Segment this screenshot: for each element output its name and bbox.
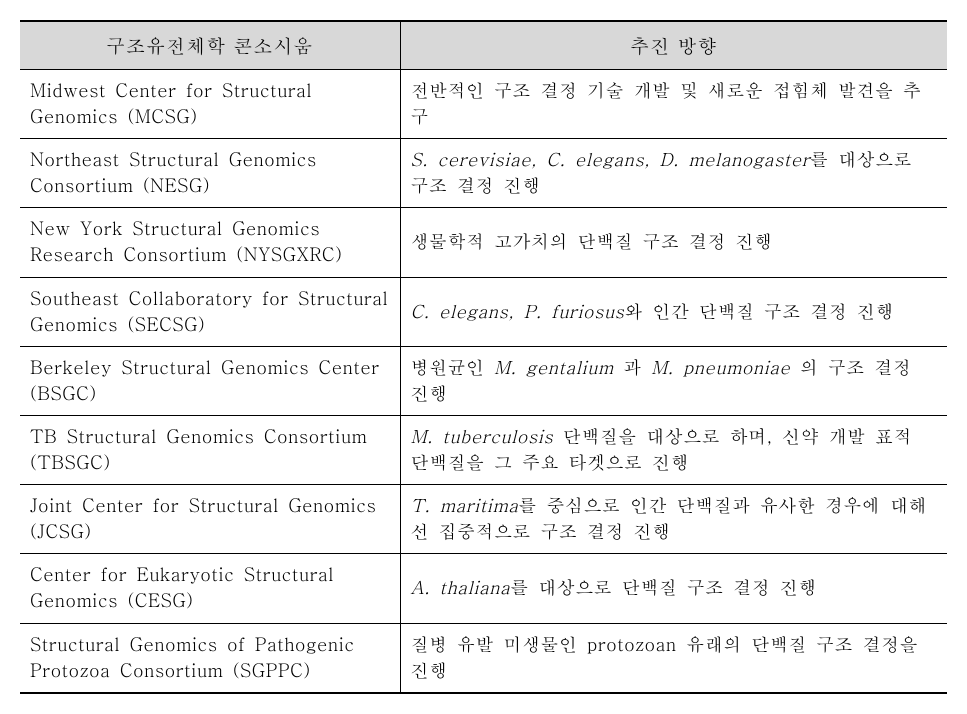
italic-text: C. elegans, P. furiosus xyxy=(411,299,625,324)
cell-consortium: Structural Genomics of Pathogenic Protoz… xyxy=(20,623,400,693)
cell-direction: S. cerevisiae, C. elegans, D. melanogast… xyxy=(400,139,947,208)
italic-text: T. maritima xyxy=(411,493,519,518)
cell-consortium: Midwest Center for Structural Genomics (… xyxy=(20,70,400,139)
plain-text: 과 xyxy=(614,355,652,380)
cell-direction: M. tuberculosis 단백질을 대상으로 하며, 신약 개발 표적 단… xyxy=(400,415,947,484)
cell-consortium: Berkeley Structural Genomics Center (BSG… xyxy=(20,346,400,415)
consortium-table: 구조유전체학 콘소시움 추진 방향 Midwest Center for Str… xyxy=(20,20,947,694)
italic-text: M. tuberculosis xyxy=(411,424,554,449)
table-row: Joint Center for Structural Genomics (JC… xyxy=(20,485,947,554)
plain-text: 질병 유발 미생물인 protozoan 유래의 단백질 구조 결정을 진행 xyxy=(411,632,919,683)
plain-text: 생물학적 고가치의 단백질 구조 결정 진행 xyxy=(411,229,773,254)
table-row: Structural Genomics of Pathogenic Protoz… xyxy=(20,623,947,693)
cell-direction: 질병 유발 미생물인 protozoan 유래의 단백질 구조 결정을 진행 xyxy=(400,623,947,693)
table-row: Northeast Structural Genomics Consortium… xyxy=(20,139,947,208)
plain-text: 를 대상으로 단백질 구조 결정 진행 xyxy=(510,575,816,600)
italic-text: A. thaliana xyxy=(411,575,511,600)
cell-consortium: New York Structural Genomics Research Co… xyxy=(20,208,400,277)
header-row: 구조유전체학 콘소시움 추진 방향 xyxy=(20,21,947,70)
plain-text: 와 인간 단백질 구조 결정 진행 xyxy=(624,299,893,324)
plain-text: 전반적인 구조 결정 기술 개발 및 새로운 접힘체 발견을 추구 xyxy=(411,78,922,129)
cell-direction: 전반적인 구조 결정 기술 개발 및 새로운 접힘체 발견을 추구 xyxy=(400,70,947,139)
cell-consortium: Northeast Structural Genomics Consortium… xyxy=(20,139,400,208)
cell-direction: A. thaliana를 대상으로 단백질 구조 결정 진행 xyxy=(400,554,947,623)
table-row: Center for Eukaryotic Structural Genomic… xyxy=(20,554,947,623)
table-row: Berkeley Structural Genomics Center (BSG… xyxy=(20,346,947,415)
cell-consortium: Joint Center for Structural Genomics (JC… xyxy=(20,485,400,554)
table-body: Midwest Center for Structural Genomics (… xyxy=(20,70,947,693)
italic-text: M. pneumoniae xyxy=(651,355,790,380)
table-wrapper: 구조유전체학 콘소시움 추진 방향 Midwest Center for Str… xyxy=(20,20,947,694)
table-row: Southeast Collaboratory for Structural G… xyxy=(20,277,947,346)
cell-consortium: Center for Eukaryotic Structural Genomic… xyxy=(20,554,400,623)
italic-text: M. gentalium xyxy=(494,355,614,380)
col-header-consortium: 구조유전체학 콘소시움 xyxy=(20,21,400,70)
cell-direction: T. maritima를 중심으로 인간 단백질과 유사한 경우에 대해선 집중… xyxy=(400,485,947,554)
col-header-direction: 추진 방향 xyxy=(400,21,947,70)
plain-text: 병원균인 xyxy=(411,355,495,380)
cell-consortium: TB Structural Genomics Consortium (TBSGC… xyxy=(20,415,400,484)
table-row: Midwest Center for Structural Genomics (… xyxy=(20,70,947,139)
table-row: TB Structural Genomics Consortium (TBSGC… xyxy=(20,415,947,484)
table-row: New York Structural Genomics Research Co… xyxy=(20,208,947,277)
italic-text: S. cerevisiae, C. elegans, D. melanogast… xyxy=(411,147,811,172)
cell-consortium: Southeast Collaboratory for Structural G… xyxy=(20,277,400,346)
cell-direction: 생물학적 고가치의 단백질 구조 결정 진행 xyxy=(400,208,947,277)
cell-direction: 병원균인 M. gentalium 과 M. pneumoniae 의 구조 결… xyxy=(400,346,947,415)
cell-direction: C. elegans, P. furiosus와 인간 단백질 구조 결정 진행 xyxy=(400,277,947,346)
table-head: 구조유전체학 콘소시움 추진 방향 xyxy=(20,21,947,70)
